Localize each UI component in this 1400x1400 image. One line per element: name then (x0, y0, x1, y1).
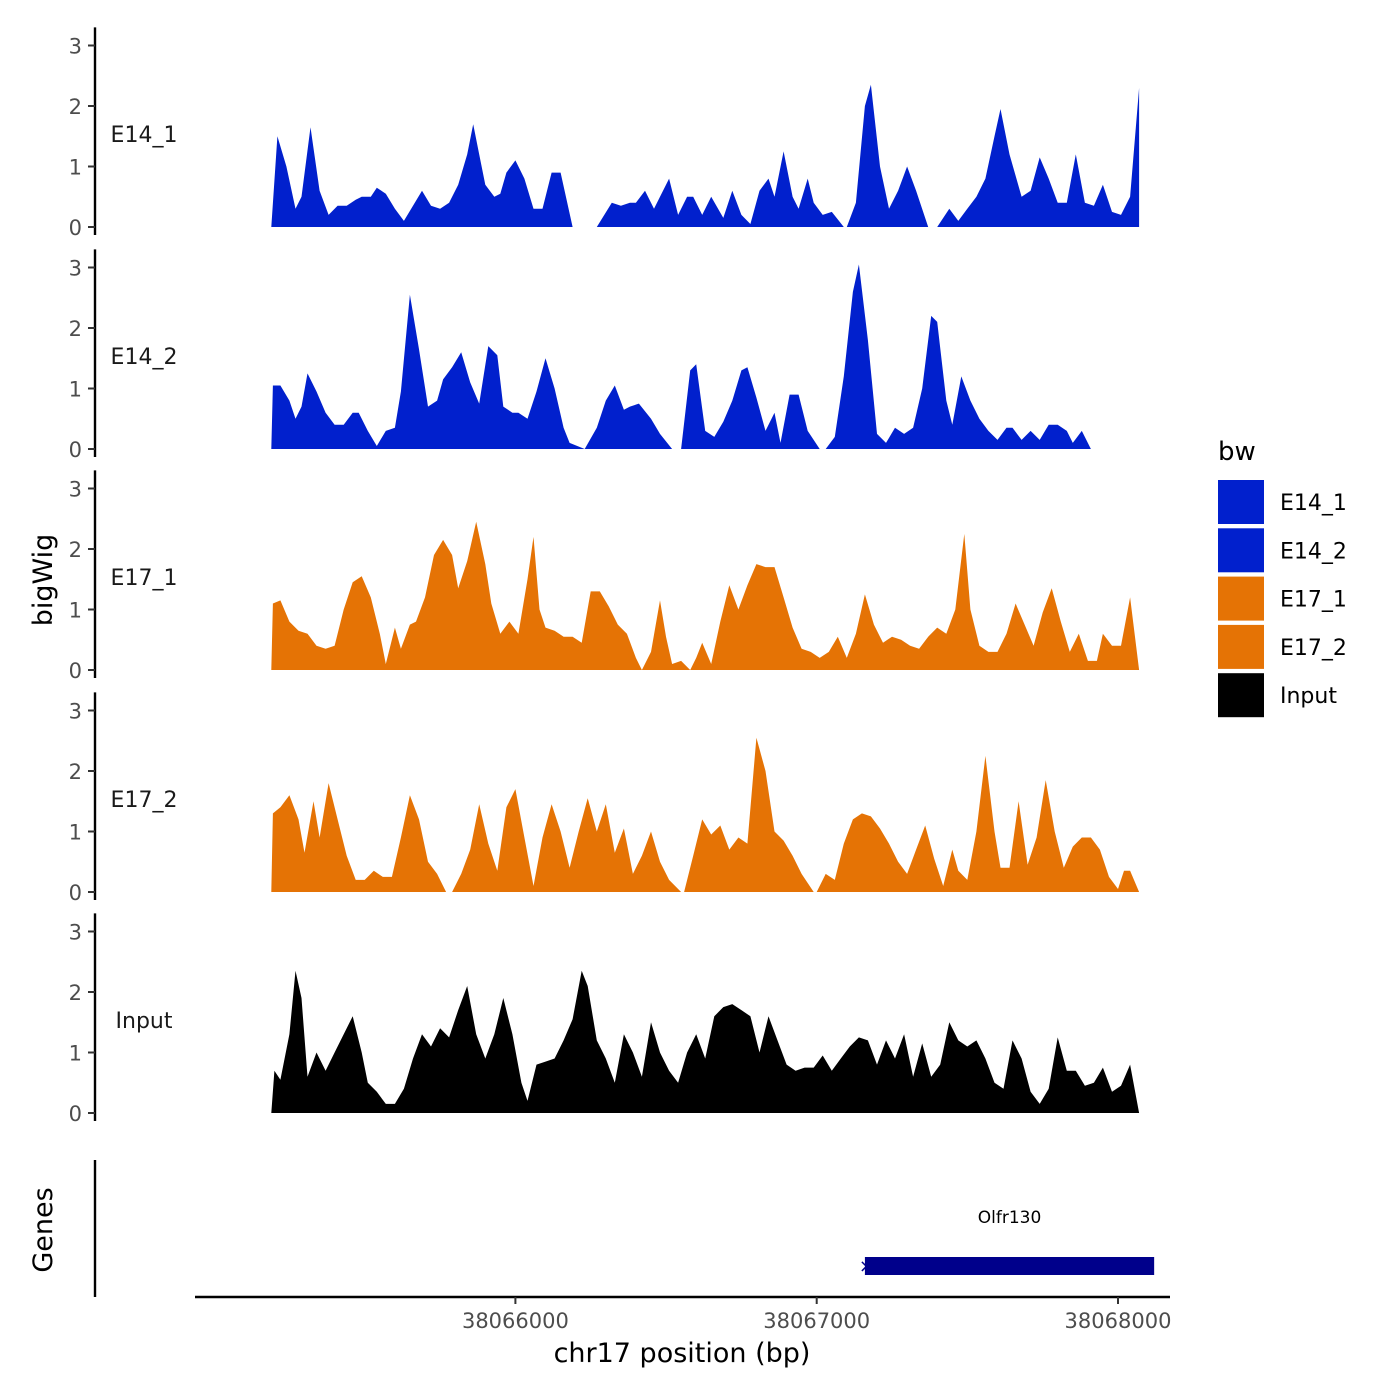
legend-label: Input (1280, 684, 1337, 709)
y-tick-label: 3 (69, 921, 82, 945)
y-tick-label: 3 (69, 478, 82, 502)
tracks-layer: 0 1 2 3 E14_1 0 1 2 3 E14_2 0 1 2 3 E17_1 0 1 2 3 E17_2 0 1 2 3… (69, 27, 1140, 1126)
track-label: E17_1 (111, 566, 178, 591)
coverage-area (271, 124, 573, 227)
strand-arrow-icon: × (859, 1256, 874, 1277)
legend-key (1218, 624, 1264, 669)
x-axis: 38066000 38067000 38068000 (195, 1295, 1172, 1333)
gene-body (864, 1257, 1155, 1275)
track-label: E14_1 (111, 123, 178, 148)
coverage-area (825, 264, 1091, 449)
y-tick-label: 1 (69, 156, 82, 180)
track-E17_2: 0 1 2 3 E17_2 (69, 692, 1140, 905)
x-tick-label: 38068000 (1065, 1309, 1172, 1333)
y-tick-label: 2 (69, 981, 82, 1005)
track-E14_1: 0 1 2 3 E14_1 (69, 27, 1140, 240)
track-label: E17_2 (111, 788, 178, 813)
legend-label: E14_1 (1280, 491, 1347, 516)
y-tick-label: 3 (69, 700, 82, 724)
legend-label: E17_2 (1280, 636, 1347, 661)
coverage-area (271, 783, 447, 892)
legend: bw E14_1 E14_2 E17_1 E17_2 Input (1218, 437, 1347, 718)
coverage-area (271, 970, 1140, 1113)
track-label: E14_2 (111, 345, 178, 370)
legend-key (1218, 673, 1264, 718)
y-tick-label: 1 (69, 599, 82, 623)
y-tick-label: 2 (69, 95, 82, 119)
y-tick-label: 0 (69, 438, 82, 462)
track-E17_1: 0 1 2 3 E17_1 (69, 470, 1140, 683)
y-tick-label: 3 (69, 257, 82, 281)
legend-key (1218, 528, 1264, 573)
y-tick-label: 1 (69, 378, 82, 402)
y-tick-label: 0 (69, 216, 82, 240)
genes-track-label: Genes (28, 1187, 59, 1272)
coverage-area (584, 385, 673, 449)
y-axis-title: bigWig (28, 534, 59, 627)
x-tick-label: 38066000 (462, 1309, 569, 1333)
y-tick-label: 1 (69, 821, 82, 845)
y-tick-label: 1 (69, 1042, 82, 1066)
y-tick-label: 2 (69, 760, 82, 784)
legend-title: bw (1218, 437, 1256, 467)
coverage-area (452, 789, 682, 892)
coverage-area (816, 755, 1140, 892)
coverage-area (596, 151, 844, 227)
gene-label: Olfr130 (978, 1208, 1042, 1228)
x-tick-label: 38067000 (763, 1309, 870, 1333)
coverage-area (271, 521, 1140, 670)
x-axis-title: chr17 position (bp) (554, 1338, 811, 1369)
coverage-area (684, 737, 814, 892)
y-tick-label: 0 (69, 881, 82, 905)
track-E14_2: 0 1 2 3 E14_2 (69, 249, 1091, 462)
coverage-area (937, 87, 1140, 228)
y-tick-label: 2 (69, 317, 82, 341)
legend-label: E17_1 (1280, 588, 1347, 613)
legend-key (1218, 576, 1264, 621)
y-tick-label: 0 (69, 1102, 82, 1126)
coverage-area (846, 84, 929, 227)
legend-label: E14_2 (1280, 539, 1347, 564)
y-tick-label: 3 (69, 35, 82, 59)
coverage-area (681, 364, 820, 449)
coverage-area (271, 294, 585, 449)
y-tick-label: 0 (69, 659, 82, 683)
y-tick-label: 2 (69, 538, 82, 562)
track-Input: 0 1 2 3 Input (69, 913, 1140, 1126)
genes-track: × Olfr130 (93, 1160, 1155, 1297)
track-label: Input (116, 1009, 173, 1034)
legend-key (1218, 480, 1264, 524)
